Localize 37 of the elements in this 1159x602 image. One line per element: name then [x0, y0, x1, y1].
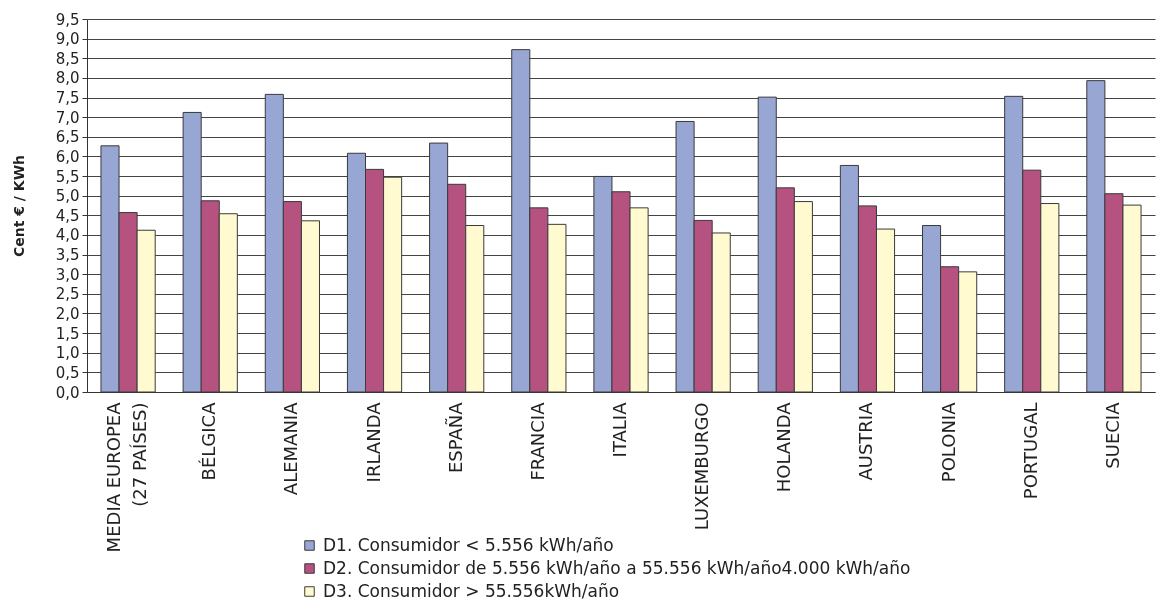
y-tick-label: 8,0 [55, 69, 80, 88]
y-tick-label: 1,5 [55, 324, 80, 343]
x-tick-label: AUSTRIA [855, 401, 877, 481]
x-tick-label: PORTUGAL [1019, 402, 1041, 500]
y-tick-label: 5,0 [55, 187, 80, 206]
y-tick-label: 2,0 [55, 304, 80, 323]
y-tick-label: 7,0 [55, 108, 80, 127]
legend-label: D3. Consumidor > 55.556kWh/año [323, 580, 620, 601]
y-tick-label: 8,5 [55, 49, 80, 68]
y-tick-label: 3,5 [55, 246, 80, 265]
y-tick-label: 9,0 [55, 30, 80, 49]
y-tick-label: 2,5 [55, 285, 80, 304]
legend-label: D2. Consumidor de 5.556 kWh/año a 55.556 kWh/año4.000 kWh/año [323, 557, 911, 578]
legend-label: D1. Consumidor < 5.556 kWh/año [323, 534, 614, 555]
x-tick-label: MEDIA EUROPEA (27 PAÍSES) [103, 401, 151, 553]
y-tick-label: 3,0 [55, 265, 80, 284]
x-tick-label: FRANCIA [526, 401, 548, 481]
y-axis-title: Cent € / KWh [10, 154, 27, 258]
x-tick-label: SUECIA [1101, 401, 1123, 469]
y-tick-label: 1,0 [55, 344, 80, 363]
y-tick-label: 4,5 [55, 206, 80, 225]
y-tick-label: 5,5 [55, 167, 80, 186]
x-tick-label: LUXEMBURGO [691, 402, 713, 531]
x-tick-label: ITALIA [609, 401, 630, 458]
y-tick-label: 0,5 [55, 363, 80, 382]
x-tick-label: IRLANDA [362, 401, 384, 483]
x-tick-label: ESPAÑA [444, 401, 466, 474]
y-tick-label: 4,0 [55, 226, 80, 245]
x-tick-label: BÉLGICA [198, 401, 220, 481]
y-tick-label: 6,0 [55, 147, 80, 166]
y-tick-label: 0,0 [55, 383, 80, 402]
x-tick-label: ALEMANIA [280, 401, 302, 496]
y-tick-label: 6,5 [55, 128, 80, 147]
y-tick-label: 9,5 [55, 10, 80, 29]
x-tick-label: HOLANDA [773, 401, 795, 493]
x-tick-label: POLONIA [937, 401, 959, 483]
y-tick-label: 7,5 [55, 89, 80, 108]
